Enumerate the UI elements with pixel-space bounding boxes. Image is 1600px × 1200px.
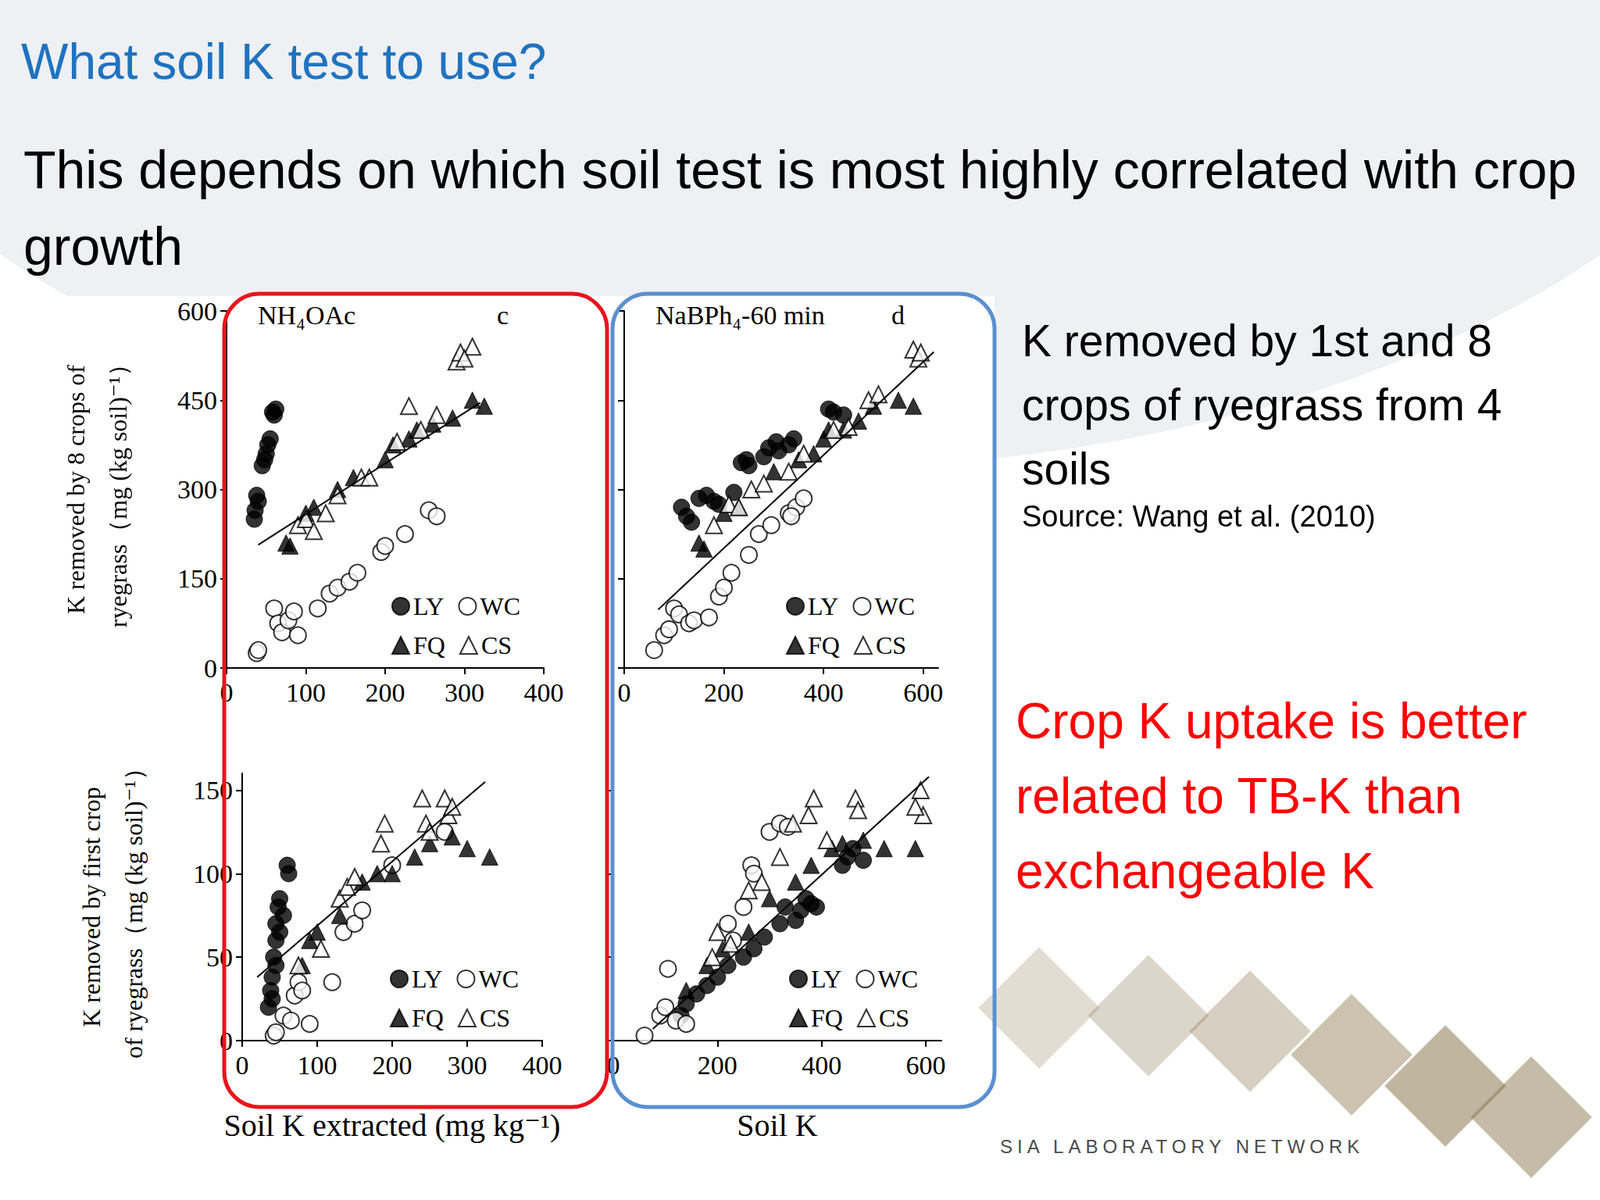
- svg-text:WC: WC: [877, 964, 918, 993]
- svg-text:0: 0: [203, 653, 218, 683]
- svg-text:LY: LY: [413, 592, 444, 621]
- html-text:Crop K uptake is better relate: Crop K uptake is better related to TB-K …: [1015, 692, 1528, 900]
- svg-text:400: 400: [522, 1050, 563, 1080]
- svg-text:of ryegrass（mg (kg soil)⁻¹）: of ryegrass（mg (kg soil)⁻¹）: [119, 755, 148, 1059]
- svg-text:200: 200: [703, 678, 744, 708]
- html-text:What soil K test to use?: What soil K test to use?: [21, 33, 547, 90]
- svg-text:FQ: FQ: [810, 1003, 843, 1033]
- html-text:This depends on which soil tes: This depends on which soil test is most …: [23, 139, 1577, 276]
- html-text:SIA LABORATORY NETWORK: SIA LABORATORY NETWORK: [1000, 1135, 1365, 1158]
- svg-text:CS: CS: [878, 1003, 910, 1033]
- svg-text:300: 300: [444, 678, 485, 708]
- svg-text:LY: LY: [807, 592, 839, 621]
- svg-text:100: 100: [192, 859, 233, 889]
- svg-text:Soil K: Soil K: [736, 1107, 818, 1143]
- svg-text:100: 100: [285, 678, 326, 708]
- html-text:Source: Wang et al. (2010): Source: Wang et al. (2010): [1021, 500, 1376, 533]
- svg-text:150: 150: [192, 775, 233, 805]
- svg-text:K removed by 8 crops of: K removed by 8 crops of: [61, 364, 90, 615]
- svg-text:0: 0: [235, 1050, 250, 1080]
- svg-text:LY: LY: [810, 964, 842, 993]
- svg-text:WC: WC: [874, 592, 915, 621]
- svg-text:150: 150: [177, 564, 218, 593]
- svg-text:CS: CS: [481, 631, 512, 660]
- svg-text:LY: LY: [411, 964, 443, 993]
- svg-text:600: 600: [906, 1050, 947, 1080]
- svg-text:K removed by first crop: K removed by first crop: [77, 786, 106, 1027]
- svg-text:600: 600: [903, 678, 943, 708]
- svg-text:FQ: FQ: [411, 1003, 444, 1033]
- svg-text:450: 450: [177, 385, 218, 415]
- svg-text:100: 100: [297, 1050, 338, 1080]
- svg-text:400: 400: [803, 678, 844, 708]
- svg-text:400: 400: [801, 1050, 842, 1080]
- svg-text:50: 50: [206, 942, 233, 972]
- html-text:K removed by 1st and 8 crops o: K removed by 1st and 8 crops of ryegrass…: [1021, 315, 1502, 494]
- svg-text:WC: WC: [479, 592, 521, 621]
- svg-text:300: 300: [177, 475, 218, 504]
- svg-text:600: 600: [177, 296, 218, 326]
- svg-text:CS: CS: [479, 1003, 511, 1033]
- svg-text:200: 200: [372, 1050, 413, 1080]
- svg-text:0: 0: [219, 1026, 233, 1056]
- svg-text:200: 200: [365, 678, 406, 708]
- svg-text:c: c: [496, 300, 509, 330]
- svg-text:ryegrass（mg (kg soil)⁻¹）: ryegrass（mg (kg soil)⁻¹）: [103, 351, 133, 629]
- svg-text:WC: WC: [478, 964, 519, 993]
- svg-text:0: 0: [220, 678, 234, 708]
- svg-text:FQ: FQ: [413, 631, 446, 660]
- svg-text:400: 400: [524, 678, 565, 708]
- svg-text:d: d: [891, 300, 905, 330]
- svg-text:NH₄OAc: NH₄OAc: [257, 300, 356, 330]
- svg-text:0: 0: [617, 678, 632, 708]
- svg-text:Soil K extracted (mg kg⁻¹): Soil K extracted (mg kg⁻¹): [224, 1107, 561, 1143]
- svg-text:300: 300: [447, 1050, 488, 1080]
- svg-text:200: 200: [697, 1050, 738, 1080]
- svg-text:NaBPh₄-60 min: NaBPh₄-60 min: [655, 300, 825, 330]
- svg-text:CS: CS: [875, 631, 907, 660]
- svg-text:FQ: FQ: [807, 631, 840, 660]
